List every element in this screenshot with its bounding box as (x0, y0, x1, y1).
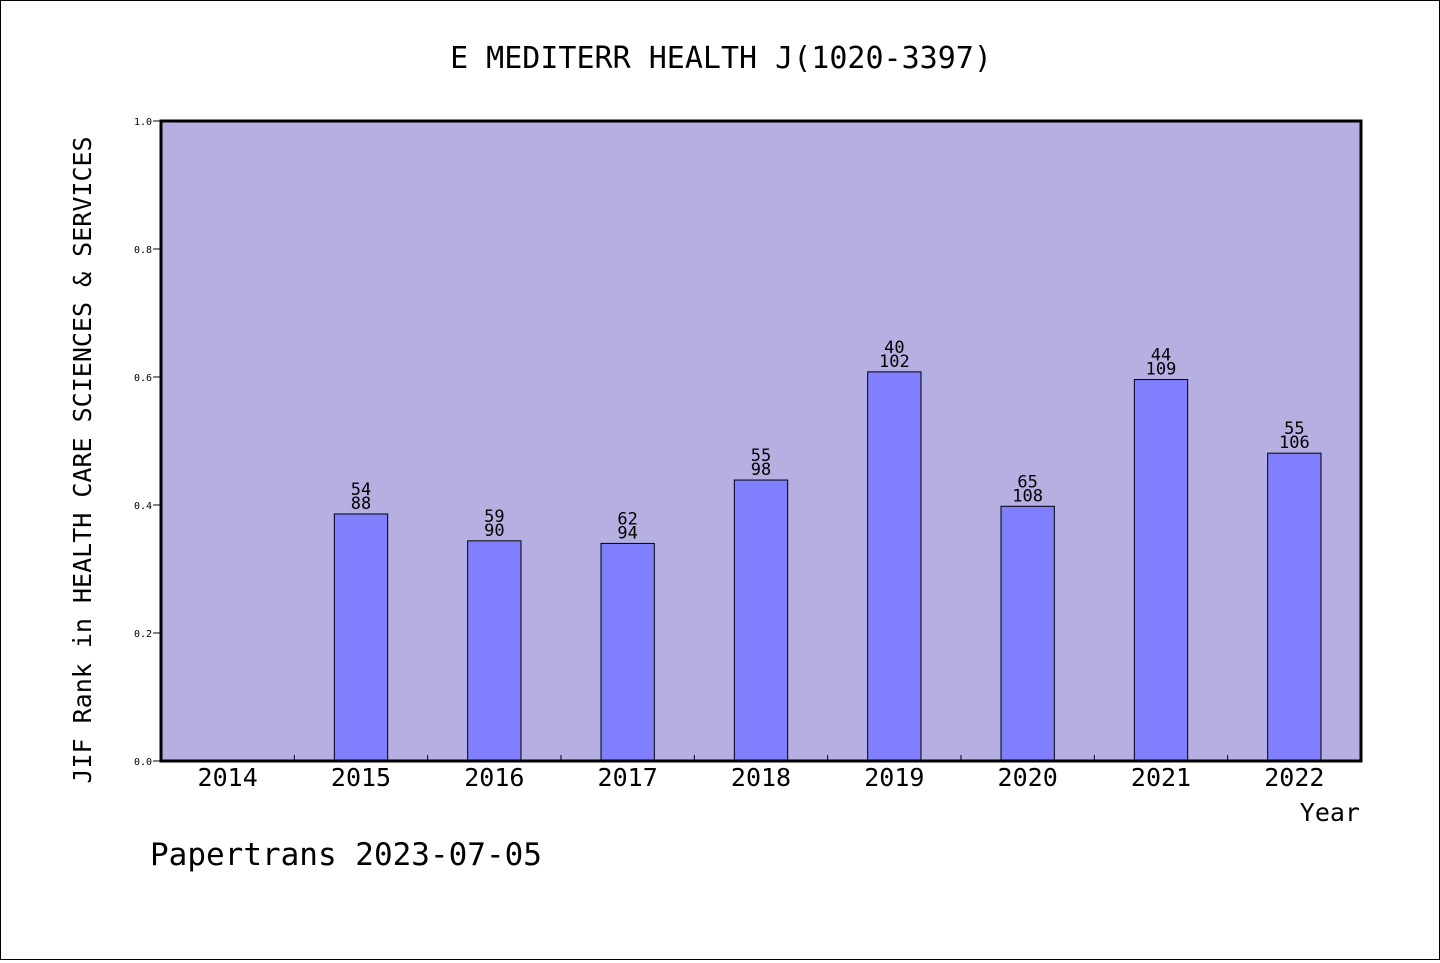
y-tick-label: 0.2 (134, 629, 152, 640)
bar-2015 (333, 513, 389, 762)
x-tick-label: 2019 (864, 763, 924, 792)
bar-2020 (1000, 505, 1055, 762)
x-tick-label: 2014 (198, 763, 258, 792)
bar-2021 (1133, 379, 1189, 762)
plot-border (159, 119, 1363, 763)
bar-label-top: 59 (484, 507, 504, 527)
chart-title: E MEDITERR HEALTH J(1020-3397) (450, 41, 992, 76)
x-tick-label: 2020 (998, 763, 1058, 792)
bar-label-top: 44 (1151, 346, 1171, 366)
x-tick-label: 2022 (1264, 763, 1324, 792)
bar-label-top: 55 (1284, 419, 1304, 439)
bar-2018 (733, 479, 789, 762)
x-tick-label: 2015 (331, 763, 391, 792)
x-tick-label: 2016 (464, 763, 524, 792)
bar-label-bottom: 88 (351, 494, 371, 514)
y-tick-label: 1.0 (134, 117, 152, 128)
bar-2022 (1267, 452, 1322, 762)
y-axis-label: JIF Rank in HEALTH CARE SCIENCES & SERVI… (68, 136, 97, 783)
bar-label-top: 54 (351, 480, 371, 500)
bar-2019 (867, 371, 922, 762)
bars (333, 371, 1322, 762)
y-axis-ticks: 0.0 0.2 0.4 0.6 0.8 1.0 (134, 117, 161, 768)
bar-2017 (600, 542, 655, 762)
bar-label-bottom: 90 (484, 521, 504, 541)
y-tick-label: 0.8 (134, 245, 152, 256)
x-tick-label: 2018 (731, 763, 791, 792)
bar-label-top: 65 (1017, 472, 1037, 492)
bar-label-top: 55 (751, 446, 771, 466)
bar-label-bottom: 94 (617, 523, 637, 543)
bar-label-bottom: 98 (751, 460, 771, 480)
bar-label-bottom: 108 (1012, 486, 1043, 506)
y-tick-label: 0.0 (134, 757, 152, 768)
bar-label-bottom: 106 (1279, 433, 1310, 453)
x-tick-label: 2017 (598, 763, 658, 792)
y-tick-label: 0.4 (134, 501, 152, 512)
bar-label-bottom: 102 (879, 352, 910, 372)
bar-label-top: 40 (884, 338, 904, 358)
footer-credit: Papertrans 2023-07-05 (150, 837, 542, 873)
bar-2016 (467, 540, 522, 762)
x-axis-ticks: 2014 2015 2016 2017 2018 2019 2020 2021 2022 (198, 755, 1324, 792)
bar-label-bottom: 109 (1146, 360, 1177, 380)
x-tick-label: 2021 (1131, 763, 1191, 792)
bar-label-top: 62 (617, 509, 637, 529)
y-tick-label: 0.6 (134, 373, 152, 384)
x-axis-label: Year (1300, 798, 1360, 827)
